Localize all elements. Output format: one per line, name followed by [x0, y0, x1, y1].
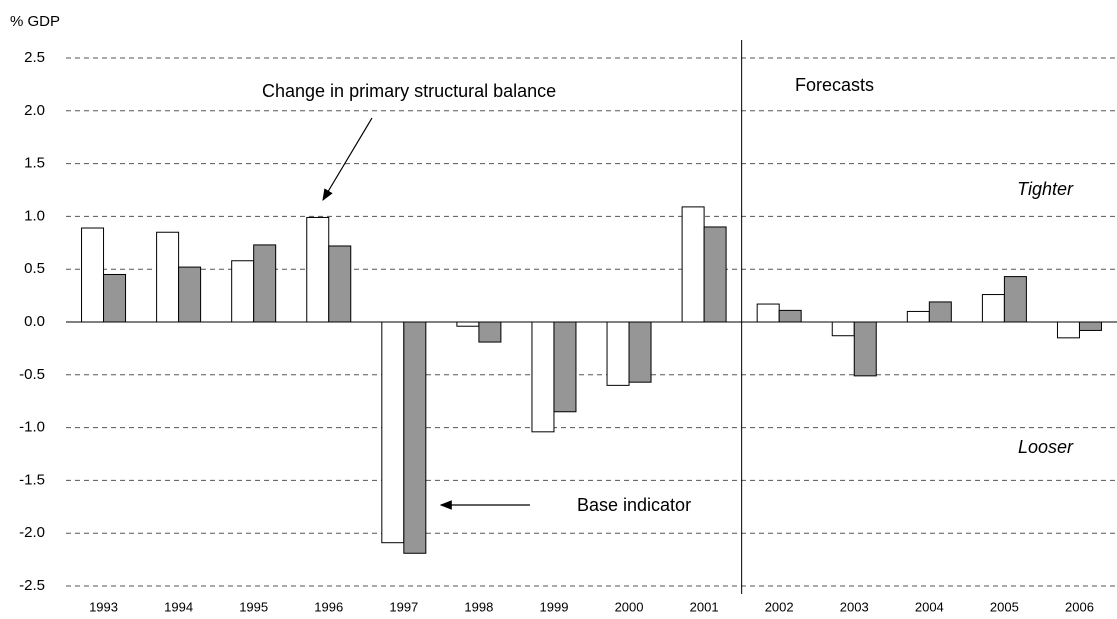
bar [103, 273, 127, 323]
bar [253, 244, 277, 323]
x-tick-label: 2003 [840, 599, 869, 614]
x-tick-label: 2000 [615, 599, 644, 614]
y-tick-label: 0.5 [24, 260, 45, 277]
series-annotation: Change in primary structural balance [262, 81, 556, 101]
bar [778, 309, 802, 323]
bar [756, 303, 780, 323]
y-tick-label: 0.0 [24, 313, 45, 330]
y-tick-label: -1.0 [19, 419, 45, 436]
bar [478, 321, 502, 343]
bar [81, 227, 105, 323]
x-tick-label: 1997 [389, 599, 418, 614]
bar [981, 294, 1005, 323]
bar [628, 321, 652, 383]
bar [703, 226, 727, 323]
bar [403, 321, 427, 554]
bar [906, 310, 930, 323]
bar [1003, 276, 1027, 323]
looser-label: Looser [1018, 437, 1074, 457]
x-tick-label: 2006 [1065, 599, 1094, 614]
bar [1056, 321, 1080, 339]
x-tick-label: 2004 [915, 599, 944, 614]
bar [156, 231, 180, 323]
bar [853, 321, 877, 377]
bar [606, 321, 630, 386]
y-tick-label: 1.5 [24, 155, 45, 172]
series-annotation: Base indicator [577, 495, 691, 515]
tighter-label: Tighter [1017, 179, 1074, 199]
bar [456, 321, 480, 327]
x-tick-label: 2002 [765, 599, 794, 614]
y-tick-label: 1.0 [24, 207, 45, 224]
bar [531, 321, 555, 433]
x-tick-label: 1996 [314, 599, 343, 614]
y-tick-label: -0.5 [19, 366, 45, 383]
bar [831, 321, 855, 337]
y-tick-label: 2.5 [24, 49, 45, 66]
x-tick-label: 1998 [464, 599, 493, 614]
bar [381, 321, 405, 544]
bar [231, 260, 255, 323]
annotation-arrow [322, 117, 373, 202]
y-tick-label: 2.0 [24, 102, 45, 119]
forecasts-label: Forecasts [795, 75, 874, 95]
bars [81, 206, 1102, 554]
bar [1078, 321, 1102, 331]
x-tick-label: 1993 [89, 599, 118, 614]
y-tick-label: -2.0 [19, 524, 45, 541]
x-tick-label: 1994 [164, 599, 193, 614]
bar [681, 206, 705, 323]
bar [328, 245, 352, 323]
x-tick-label: 1995 [239, 599, 268, 614]
y-axis-label: % GDP [10, 13, 60, 30]
y-tick-label: -2.5 [19, 577, 45, 594]
bar [178, 266, 202, 323]
y-tick-label: -1.5 [19, 471, 45, 488]
bar [553, 321, 577, 413]
bar [928, 301, 952, 323]
x-tick-label: 2001 [690, 599, 719, 614]
x-tick-label: 2005 [990, 599, 1019, 614]
bar [306, 216, 330, 323]
x-tick-label: 1999 [540, 599, 569, 614]
